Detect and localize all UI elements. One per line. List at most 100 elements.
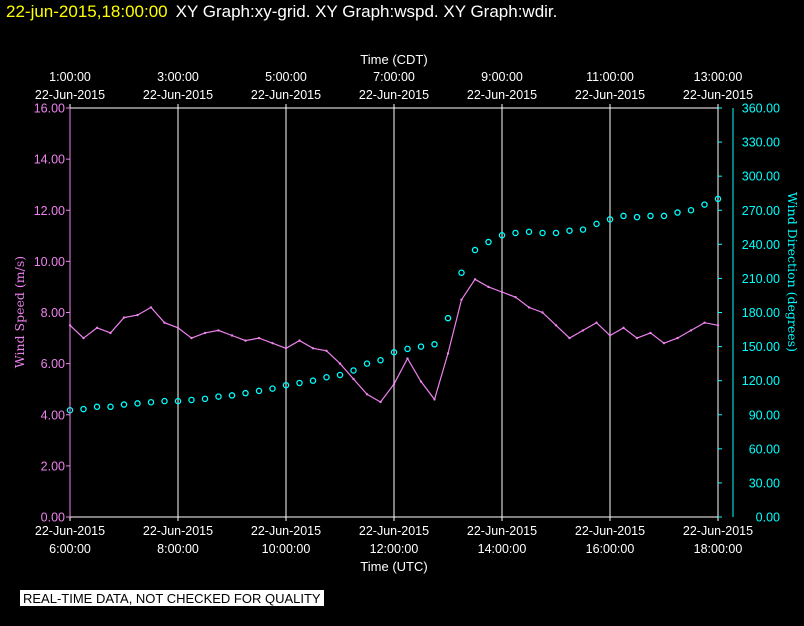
x-top-tick-time: 1:00:00 bbox=[49, 70, 91, 84]
wind-direction-point bbox=[620, 212, 627, 220]
wind-direction-point bbox=[107, 403, 114, 411]
x-top-tick-time: 3:00:00 bbox=[157, 70, 199, 84]
x-top-tick-date: 22-Jun-2015 bbox=[359, 88, 429, 102]
y-left-tick-label: 6.00 bbox=[41, 357, 65, 371]
wind-direction-point bbox=[606, 216, 614, 223]
wind-direction-point bbox=[687, 206, 695, 214]
y-left-tick-label: 16.00 bbox=[34, 102, 65, 116]
wind-speed-point bbox=[595, 321, 598, 324]
wind-speed-point bbox=[446, 352, 450, 355]
wind-speed-point bbox=[433, 398, 436, 401]
wind-speed-point bbox=[298, 339, 301, 342]
wind-speed-point bbox=[554, 324, 558, 327]
header: 22-jun-2015,18:00:00 XY Graph:xy-grid. XY… bbox=[6, 2, 557, 22]
wind-direction-point bbox=[242, 389, 249, 397]
wind-direction-point bbox=[674, 209, 681, 216]
wind-speed-point bbox=[230, 334, 234, 337]
wind-speed-point bbox=[311, 347, 315, 350]
y-left-tick-label: 12.00 bbox=[34, 204, 65, 218]
y-right-tick-label: 90.00 bbox=[749, 408, 780, 422]
header-title: XY Graph:xy-grid. XY Graph:wspd. XY Grap… bbox=[175, 2, 558, 21]
wind-direction-point bbox=[593, 220, 600, 228]
x-top-tick-date: 22-Jun-2015 bbox=[143, 88, 213, 102]
x-top-tick-date: 22-Jun-2015 bbox=[467, 88, 537, 102]
wind-direction-point bbox=[147, 399, 155, 406]
wind-speed-point bbox=[149, 306, 153, 309]
y-right-tick-label: 210.00 bbox=[742, 272, 780, 286]
x-bottom-tick-time: 10:00:00 bbox=[262, 542, 311, 556]
x-bottom-tick-time: 18:00:00 bbox=[694, 542, 743, 556]
x-bottom-tick-date: 22-Jun-2015 bbox=[683, 524, 753, 538]
wind-direction-point bbox=[525, 228, 533, 236]
wind-direction-point bbox=[539, 229, 546, 237]
wind-direction-point bbox=[552, 229, 560, 237]
x-bottom-tick-date: 22-Jun-2015 bbox=[467, 524, 537, 538]
wind-direction-point bbox=[512, 229, 519, 237]
wind-speed-point bbox=[163, 321, 166, 324]
wind-direction-point bbox=[188, 396, 195, 404]
wind-direction-point bbox=[390, 349, 398, 356]
wind-speed-point bbox=[622, 326, 625, 330]
y-right-tick-label: 30.00 bbox=[749, 476, 780, 490]
y-right-tick-label: 120.00 bbox=[742, 374, 780, 388]
x-bottom-tick-date: 22-Jun-2015 bbox=[251, 524, 321, 538]
wind-speed-point bbox=[500, 290, 504, 294]
x-top-tick-time: 11:00:00 bbox=[586, 70, 634, 84]
wind-speed-point bbox=[581, 329, 585, 332]
wind-direction-point bbox=[309, 377, 317, 384]
y-right-tick-label: 0.00 bbox=[756, 511, 780, 525]
wind-direction-point bbox=[566, 227, 573, 234]
wind-speed-point bbox=[662, 341, 666, 345]
y-right-tick-label: 240.00 bbox=[742, 238, 780, 252]
wind-speed-point bbox=[406, 357, 409, 360]
x-top-tick-time: 7:00:00 bbox=[373, 70, 415, 84]
axis-layer: 22-Jun-2015 6:00:00 22-Jun-2015 8:00:00 22-J… bbox=[12, 52, 800, 574]
wind-direction-point bbox=[269, 385, 276, 392]
wind-direction-point bbox=[120, 401, 128, 408]
x-bottom-title: Time (UTC) bbox=[360, 559, 427, 574]
series-layer bbox=[66, 195, 722, 414]
y-left-tick-label: 8.00 bbox=[41, 306, 65, 320]
wind-speed-point bbox=[352, 377, 355, 381]
wind-speed-point bbox=[176, 326, 180, 330]
wind-speed-point bbox=[284, 347, 288, 350]
x-bottom-tick-date: 22-Jun-2015 bbox=[575, 524, 645, 538]
wind-speed-point bbox=[325, 349, 328, 353]
x-top-tick-date: 22-Jun-2015 bbox=[683, 88, 753, 102]
wind-speed-point bbox=[271, 341, 274, 345]
wind-direction-point bbox=[350, 367, 357, 374]
wind-speed-point bbox=[203, 331, 207, 335]
wind-speed-point bbox=[95, 326, 99, 330]
wind-speed-point bbox=[122, 316, 126, 319]
wind-direction-point bbox=[336, 371, 344, 379]
wind-speed-point bbox=[136, 313, 139, 317]
y-right-tick-label: 60.00 bbox=[749, 442, 780, 456]
wind-speed-point bbox=[379, 400, 382, 404]
wind-direction-point bbox=[647, 212, 654, 220]
wind-direction-point bbox=[134, 400, 141, 407]
x-bottom-tick-date: 22-Jun-2015 bbox=[359, 524, 429, 538]
wind-speed-point bbox=[109, 331, 112, 335]
wind-speed-point bbox=[608, 334, 612, 337]
wind-direction-point bbox=[714, 195, 722, 203]
y-right-tick-label: 330.00 bbox=[742, 136, 780, 150]
wind-direction-point bbox=[363, 360, 371, 367]
wind-speed-point bbox=[365, 393, 369, 396]
x-bottom-tick-time: 6:00:00 bbox=[49, 542, 91, 556]
wind-direction-point bbox=[255, 387, 263, 395]
wind-direction-point bbox=[458, 269, 465, 276]
wind-direction-point bbox=[431, 341, 438, 348]
x-top-tick-time: 5:00:00 bbox=[265, 70, 307, 84]
wind-direction-point bbox=[377, 356, 384, 364]
wind-speed-point bbox=[190, 336, 193, 340]
y-left-tick-label: 4.00 bbox=[41, 408, 65, 422]
grid-layer bbox=[177, 108, 611, 517]
y-left-tick-label: 0.00 bbox=[41, 511, 65, 525]
wind-direction-point bbox=[701, 201, 708, 208]
wind-direction-point bbox=[228, 392, 236, 399]
quality-note: REAL-TIME DATA, NOT CHECKED FOR QUALITY bbox=[20, 590, 324, 606]
wind-direction-point bbox=[80, 405, 87, 413]
header-datetime: 22-jun-2015,18:00:00 bbox=[6, 2, 168, 21]
y-right-tick-label: 360.00 bbox=[742, 102, 780, 116]
